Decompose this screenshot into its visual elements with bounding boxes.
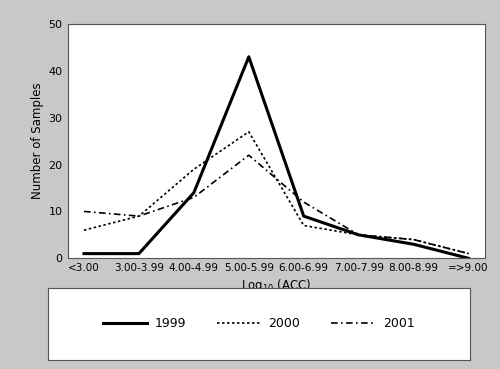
- X-axis label: Log$_{10}$ (ACC): Log$_{10}$ (ACC): [241, 277, 312, 294]
- 2001: [356, 232, 362, 237]
- 2000: [410, 237, 416, 242]
- 2001: [81, 209, 87, 214]
- 1999: [356, 232, 362, 237]
- 2001: [191, 195, 197, 200]
- 1999: [246, 55, 252, 59]
- 2000: [246, 130, 252, 134]
- 2001: [466, 251, 471, 256]
- 2000: [191, 167, 197, 172]
- Legend: 1999, 2000, 2001: 1999, 2000, 2001: [97, 311, 420, 337]
- 1999: [300, 214, 306, 218]
- Line: 1999: 1999: [84, 57, 468, 258]
- 2001: [410, 237, 416, 242]
- Y-axis label: Number of Samples: Number of Samples: [32, 83, 44, 200]
- 2000: [136, 214, 142, 218]
- 2000: [81, 228, 87, 232]
- 1999: [81, 251, 87, 256]
- 2000: [356, 232, 362, 237]
- 1999: [136, 251, 142, 256]
- 2000: [300, 223, 306, 228]
- 1999: [466, 256, 471, 261]
- 2001: [136, 214, 142, 218]
- 2001: [246, 153, 252, 158]
- 1999: [410, 242, 416, 246]
- Line: 2001: 2001: [84, 155, 468, 254]
- Line: 2000: 2000: [84, 132, 468, 254]
- 2000: [466, 251, 471, 256]
- 1999: [191, 190, 197, 195]
- 2001: [300, 200, 306, 204]
